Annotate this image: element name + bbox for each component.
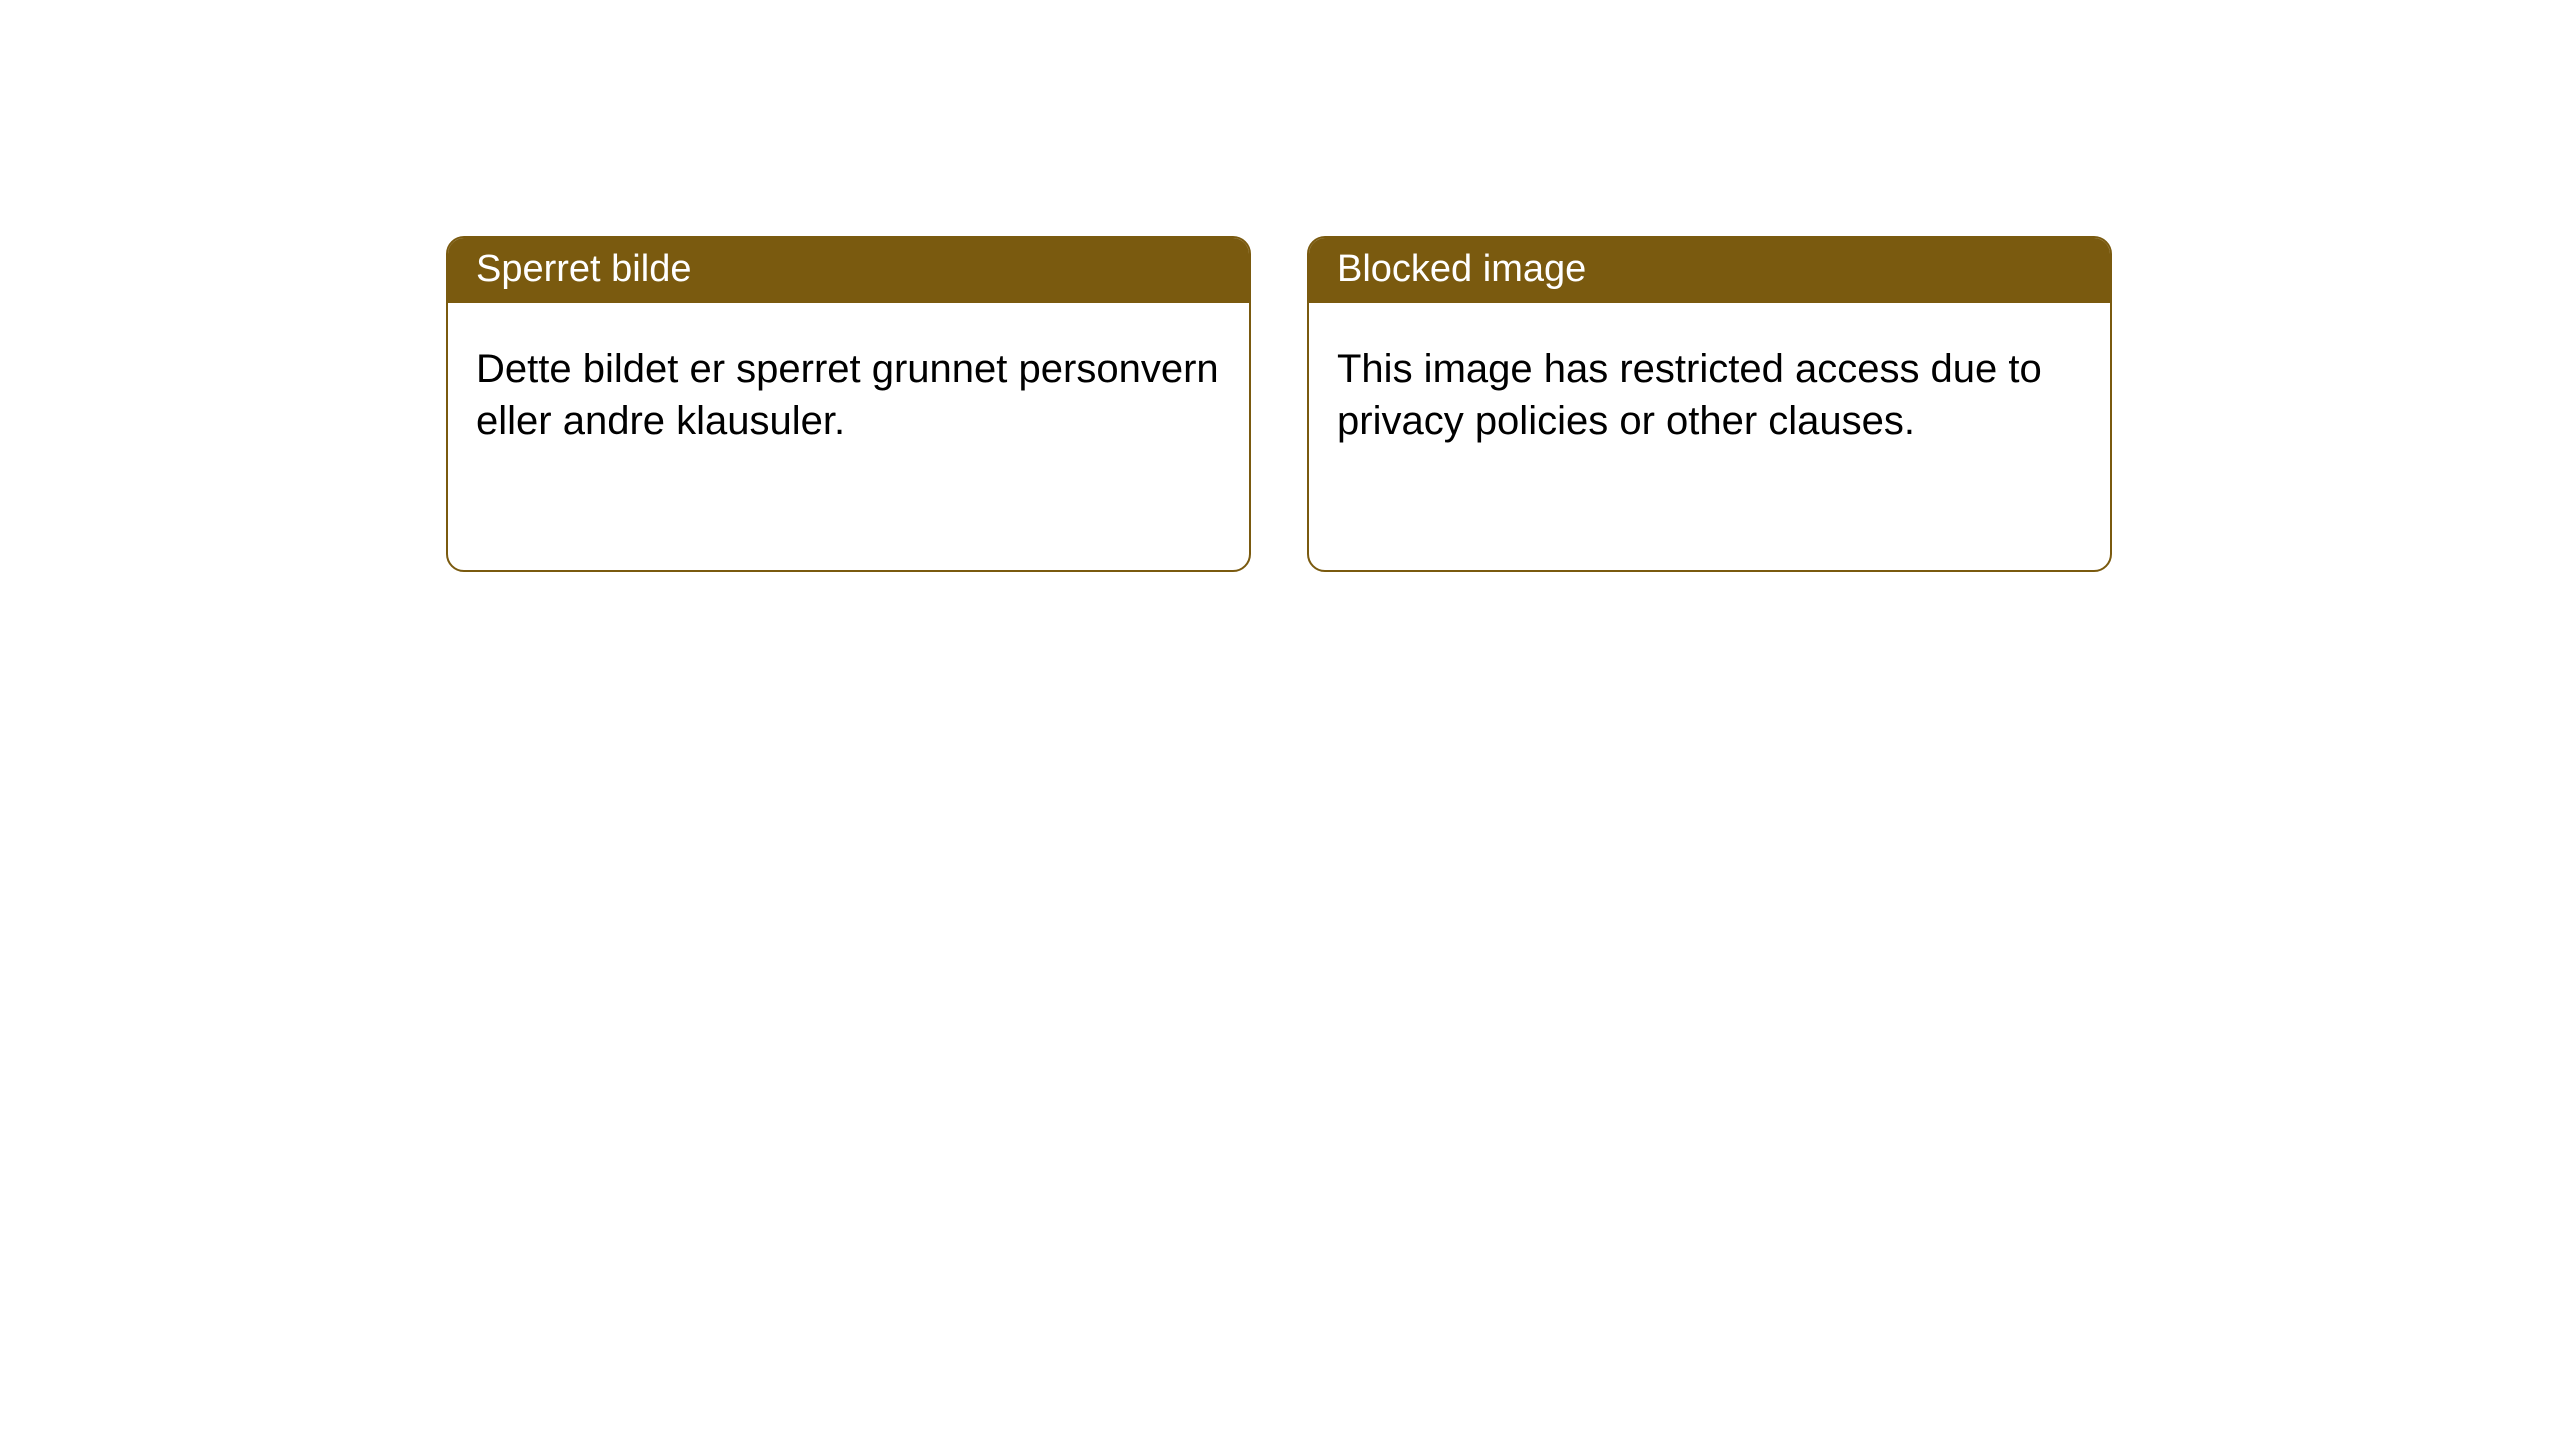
notice-body: Dette bildet er sperret grunnet personve… (448, 303, 1249, 475)
notice-header: Blocked image (1309, 238, 2110, 303)
notice-body: This image has restricted access due to … (1309, 303, 2110, 475)
notice-container: Sperret bilde Dette bildet er sperret gr… (0, 0, 2560, 572)
notice-box-norwegian: Sperret bilde Dette bildet er sperret gr… (446, 236, 1251, 572)
notice-box-english: Blocked image This image has restricted … (1307, 236, 2112, 572)
notice-header: Sperret bilde (448, 238, 1249, 303)
